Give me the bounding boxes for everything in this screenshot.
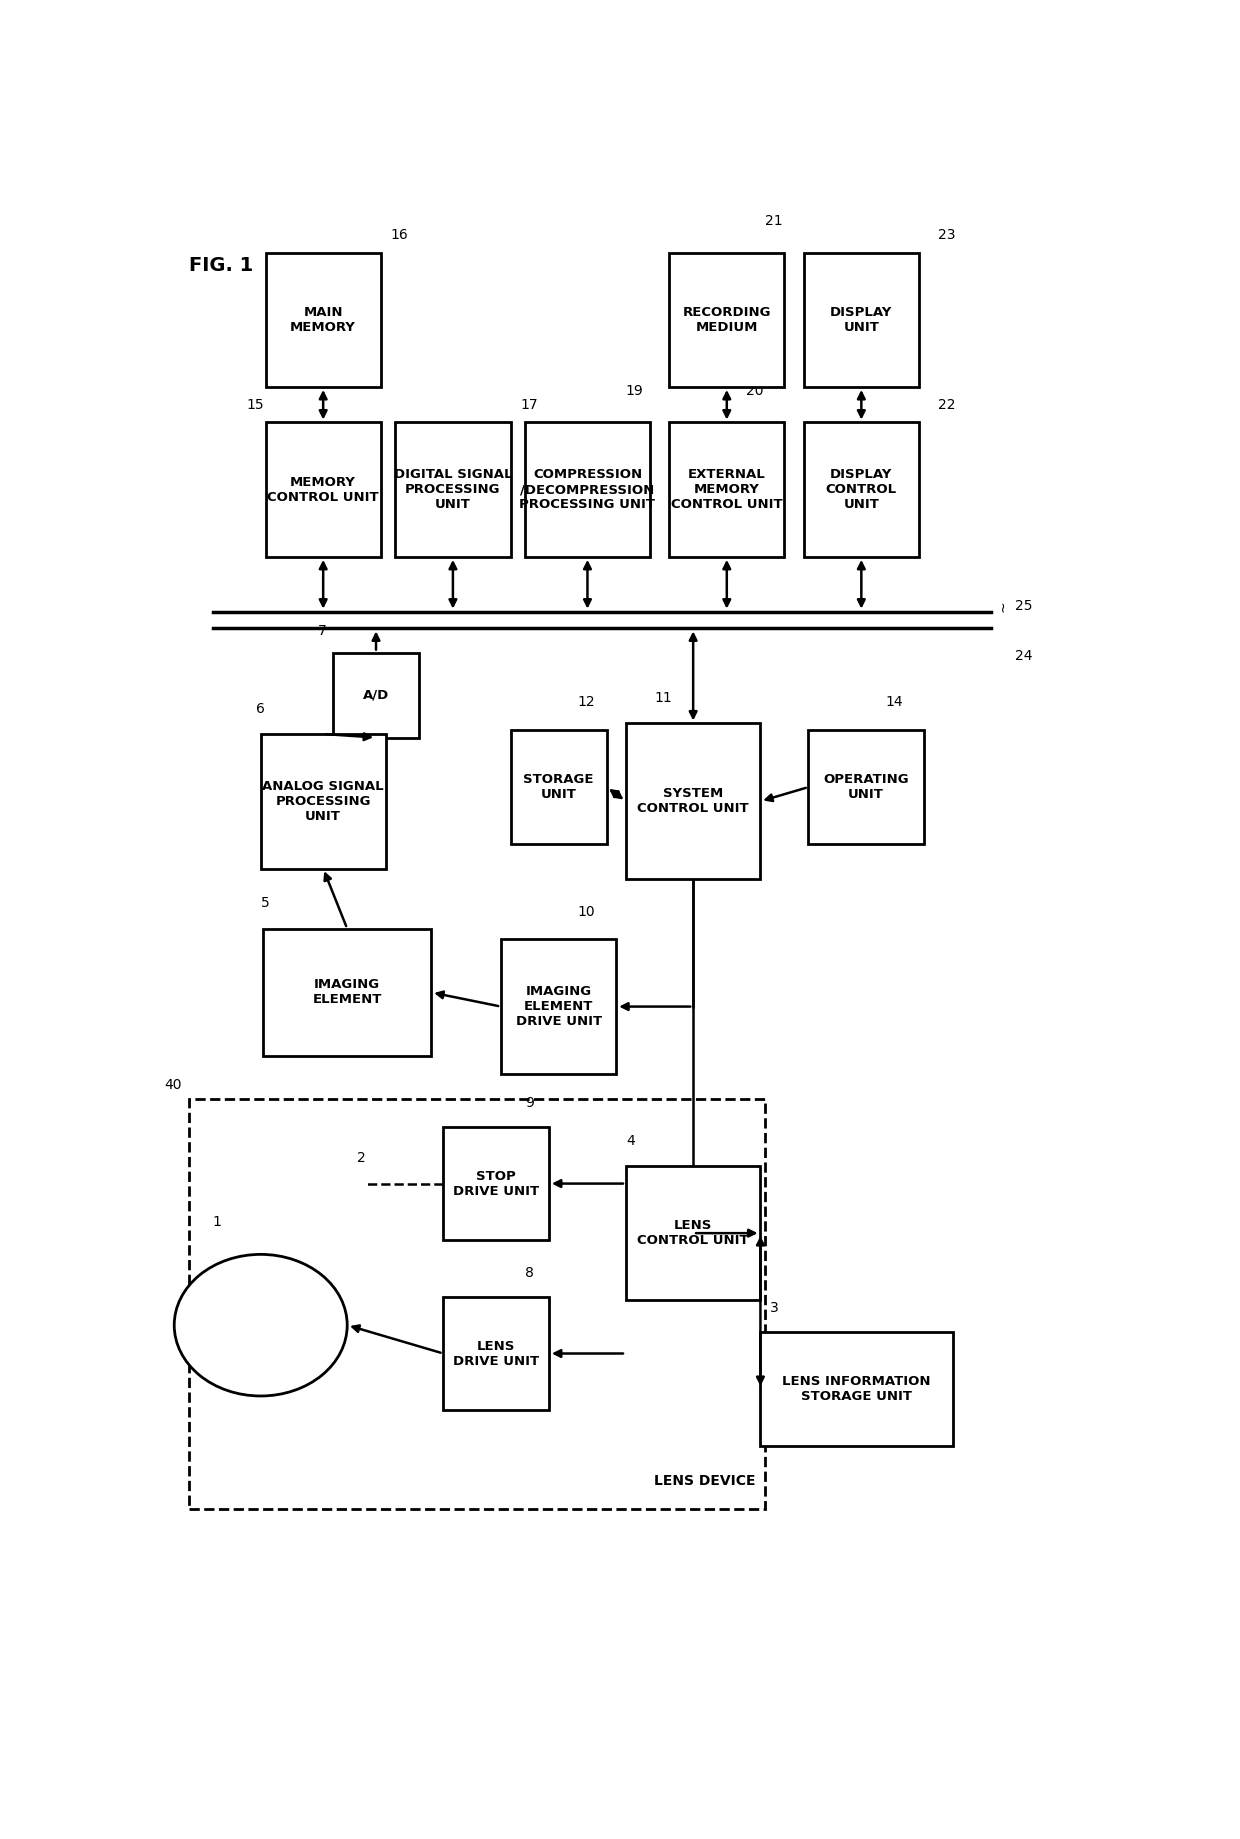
Text: FIG. 1: FIG. 1 (188, 256, 253, 276)
Text: 24: 24 (1016, 649, 1033, 662)
Text: 7: 7 (319, 625, 327, 638)
Bar (265, 252, 381, 386)
Text: COMPRESSION
/DECOMPRESSION
PROCESSING UNIT: COMPRESSION /DECOMPRESSION PROCESSING UN… (520, 469, 656, 511)
Text: RECORDING
MEDIUM: RECORDING MEDIUM (682, 305, 771, 335)
Text: OPERATING
UNIT: OPERATING UNIT (823, 772, 909, 802)
Text: 20: 20 (746, 384, 764, 397)
Bar (444, 1127, 549, 1239)
Text: 19: 19 (626, 384, 644, 397)
Bar (444, 1296, 549, 1411)
Text: IMAGING
ELEMENT
DRIVE UNIT: IMAGING ELEMENT DRIVE UNIT (516, 986, 601, 1028)
Text: 3: 3 (770, 1302, 779, 1315)
Bar (332, 653, 419, 737)
Bar (263, 929, 432, 1056)
Text: 5: 5 (260, 896, 269, 910)
Text: 10: 10 (578, 905, 595, 920)
Text: 17: 17 (521, 397, 538, 412)
Text: 40: 40 (165, 1078, 182, 1092)
Bar (804, 252, 919, 386)
Text: LENS DEVICE: LENS DEVICE (655, 1475, 755, 1488)
Text: 11: 11 (655, 691, 672, 704)
Text: MAIN
MEMORY: MAIN MEMORY (290, 305, 356, 335)
Text: 15: 15 (247, 397, 264, 412)
Text: 22: 22 (939, 397, 956, 412)
Ellipse shape (174, 1254, 347, 1396)
Text: LENS INFORMATION
STORAGE UNIT: LENS INFORMATION STORAGE UNIT (782, 1376, 931, 1403)
Text: LENS
DRIVE UNIT: LENS DRIVE UNIT (453, 1339, 539, 1368)
Bar (760, 1331, 952, 1445)
Bar (626, 1166, 760, 1300)
Text: LENS
CONTROL UNIT: LENS CONTROL UNIT (637, 1219, 749, 1247)
Text: 23: 23 (939, 228, 956, 243)
Text: 4: 4 (626, 1135, 635, 1148)
Bar (670, 423, 785, 557)
Bar (804, 423, 919, 557)
Text: DIGITAL SIGNAL
PROCESSING
UNIT: DIGITAL SIGNAL PROCESSING UNIT (393, 469, 512, 511)
Text: MEMORY
CONTROL UNIT: MEMORY CONTROL UNIT (268, 476, 379, 504)
Bar (265, 423, 381, 557)
Text: 21: 21 (765, 213, 782, 228)
Text: ~: ~ (996, 600, 1009, 612)
Text: A/D: A/D (363, 688, 389, 701)
Text: 25: 25 (1016, 600, 1033, 612)
Text: 12: 12 (578, 695, 595, 710)
Bar (808, 730, 924, 844)
Text: 8: 8 (525, 1265, 534, 1280)
Text: DISPLAY
UNIT: DISPLAY UNIT (830, 305, 893, 335)
Text: 9: 9 (525, 1096, 534, 1111)
Text: 2: 2 (357, 1151, 366, 1166)
Text: IMAGING
ELEMENT: IMAGING ELEMENT (312, 978, 382, 1006)
Bar (670, 252, 785, 386)
Text: SYSTEM
CONTROL UNIT: SYSTEM CONTROL UNIT (637, 787, 749, 815)
Text: ANALOG SIGNAL
PROCESSING
UNIT: ANALOG SIGNAL PROCESSING UNIT (263, 780, 384, 822)
Bar (188, 1098, 765, 1510)
Text: 6: 6 (255, 702, 265, 717)
Text: STOP
DRIVE UNIT: STOP DRIVE UNIT (453, 1170, 539, 1197)
Text: 1: 1 (213, 1216, 222, 1228)
Bar (260, 734, 386, 868)
Bar (511, 730, 606, 844)
Bar (501, 940, 616, 1074)
Bar (525, 423, 650, 557)
Text: EXTERNAL
MEMORY
CONTROL UNIT: EXTERNAL MEMORY CONTROL UNIT (671, 469, 782, 511)
Text: DISPLAY
CONTROL
UNIT: DISPLAY CONTROL UNIT (826, 469, 897, 511)
Bar (626, 723, 760, 879)
Text: 16: 16 (391, 228, 408, 243)
Text: STORAGE
UNIT: STORAGE UNIT (523, 772, 594, 802)
Text: 14: 14 (885, 695, 903, 710)
Bar (396, 423, 511, 557)
